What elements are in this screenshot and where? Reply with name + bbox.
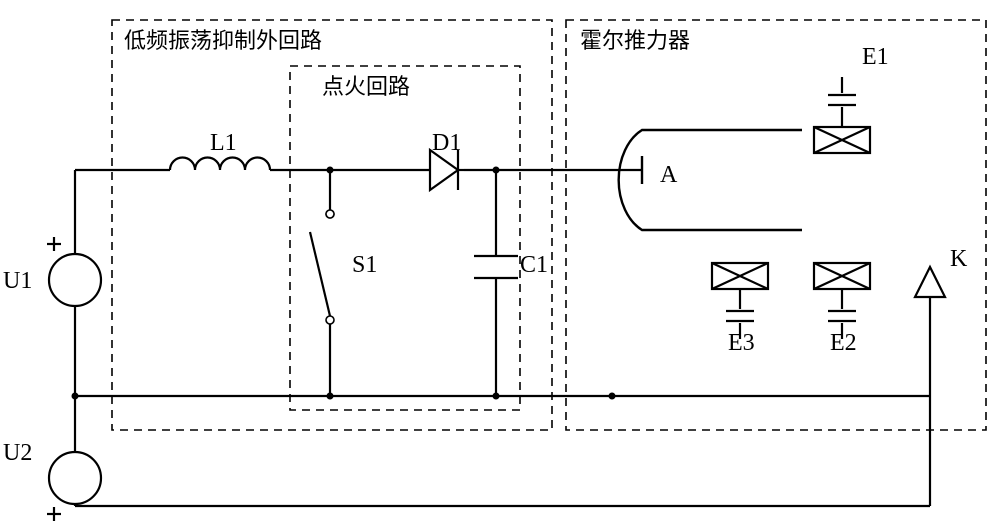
hall-label: 霍尔推力器: [580, 28, 690, 53]
hall-channel-outline: [619, 130, 802, 230]
U1-label: U1: [3, 268, 32, 294]
D1-label: D1: [432, 130, 461, 156]
L1-label: L1: [210, 130, 237, 156]
U1-source: [49, 254, 101, 306]
K-label: K: [950, 246, 968, 272]
ignition-label: 点火回路: [322, 74, 410, 99]
U2-source: [49, 452, 101, 504]
E2-label: E2: [830, 330, 857, 356]
C1-label: C1: [520, 252, 548, 278]
U2-label: U2: [3, 440, 32, 466]
L1-inductor: [170, 158, 270, 171]
E3-label: E3: [728, 330, 755, 356]
hall-box: [566, 20, 986, 430]
S1-label: S1: [352, 252, 377, 278]
A-label: A: [660, 162, 678, 188]
E1-label: E1: [862, 44, 889, 70]
K-cathode: [915, 267, 945, 297]
ignition-box: [290, 66, 520, 410]
D1-diode: [430, 150, 458, 190]
circuit-diagram: 低频振荡抑制外回路点火回路 霍尔推力器 U1 U2 L1 S1 D1 C1 A E1 E2 E3 K: [0, 0, 1000, 528]
outer_loop-label: 低频振荡抑制外回路: [124, 28, 322, 53]
